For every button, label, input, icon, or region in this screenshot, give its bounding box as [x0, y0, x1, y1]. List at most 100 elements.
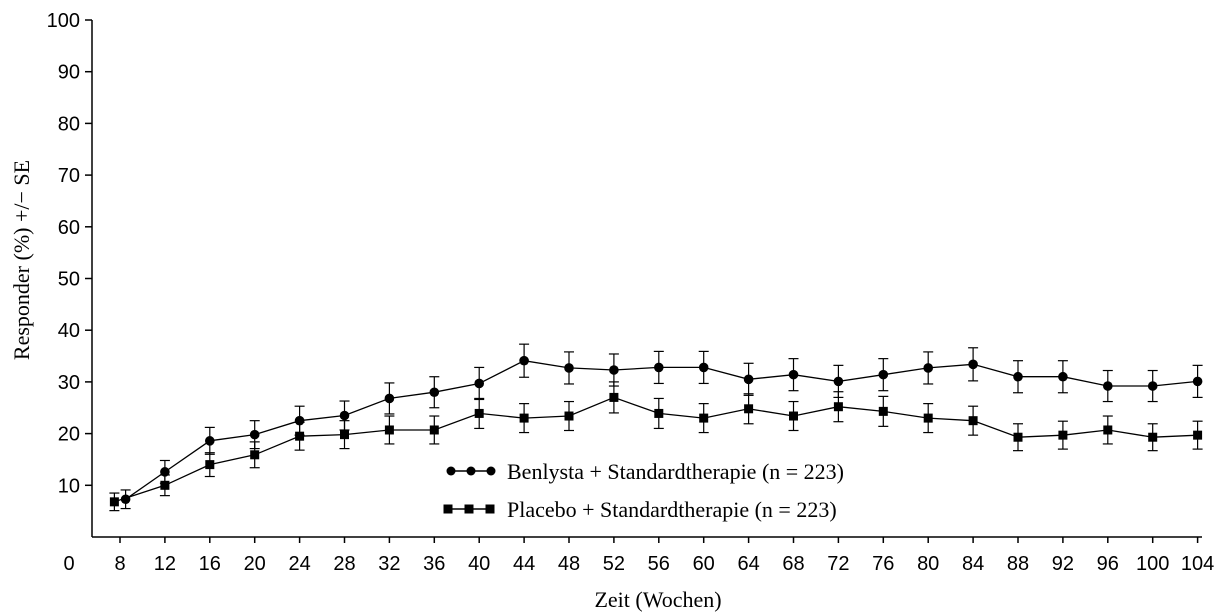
x-tick-label: 84	[962, 553, 984, 575]
data-point-circle	[833, 376, 844, 387]
data-point-square	[205, 460, 215, 470]
data-point-square	[1103, 425, 1113, 435]
data-point-square	[295, 431, 305, 441]
x-axis-title: Zeit (Wochen)	[594, 587, 721, 612]
legend-label-placebo: Placebo + Standardtherapie (n = 223)	[507, 497, 837, 522]
data-point-square	[340, 430, 349, 440]
legend-marker-circle	[466, 466, 476, 476]
data-point-square	[789, 411, 798, 421]
data-point-square	[519, 413, 529, 423]
legend-item-placebo: Placebo + Standardtherapie (n = 223)	[443, 497, 837, 522]
x-tick-label: 92	[1052, 553, 1074, 575]
legend-marker-circle	[446, 466, 456, 476]
x-tick-label: 60	[693, 553, 715, 575]
legend-item-benlysta: Benlysta + Standardtherapie (n = 223)	[446, 459, 844, 484]
x-tick-label: 0	[63, 553, 74, 575]
data-point-circle	[1147, 381, 1158, 391]
x-tick-label: 20	[244, 553, 266, 575]
x-tick-label: 80	[917, 553, 939, 575]
x-tick-label: 36	[423, 553, 445, 575]
y-tick-label: 30	[58, 372, 80, 394]
x-tick-label: 12	[154, 553, 176, 575]
data-point-square	[109, 497, 119, 507]
legend-marker-circle	[486, 466, 496, 476]
x-tick-label: 48	[558, 553, 580, 575]
data-point-square	[160, 480, 170, 490]
x-tick-label: 52	[603, 553, 625, 575]
y-tick-label: 60	[58, 217, 80, 239]
x-tick-label: 24	[288, 553, 310, 575]
x-tick-label: 28	[333, 553, 355, 575]
data-point-circle	[968, 359, 978, 370]
y-tick-label: 90	[58, 62, 80, 84]
data-point-square	[968, 416, 978, 426]
y-tick-label: 40	[58, 320, 80, 342]
data-point-circle	[564, 363, 574, 373]
x-tick-label: 16	[199, 553, 221, 575]
x-tick-label: 32	[378, 553, 400, 575]
y-tick-label: 100	[47, 10, 80, 32]
data-point-square	[923, 413, 933, 423]
data-point-circle	[1192, 376, 1203, 387]
x-tick-label: 100	[1136, 553, 1169, 575]
data-point-square	[878, 406, 888, 416]
x-tick-label: 40	[468, 553, 490, 575]
series-placebo	[109, 381, 1203, 512]
data-point-circle	[1058, 371, 1068, 382]
y-tick-label: 20	[58, 424, 80, 446]
series-layer	[109, 343, 1203, 512]
data-point-square	[474, 408, 484, 418]
data-point-square	[1193, 430, 1203, 440]
data-point-circle	[609, 365, 619, 375]
data-point-circle	[698, 362, 709, 373]
x-axis-ticks: 0 8 12 16 20 24 28 32 36 40 44 48 52 56 60 64 68 72 76 80 84…	[63, 537, 1214, 575]
legend-marker-square	[443, 504, 453, 514]
data-point-circle	[878, 369, 889, 380]
data-point-square	[1013, 432, 1023, 442]
x-tick-label: 104	[1181, 553, 1214, 575]
x-tick-label: 8	[114, 553, 125, 575]
y-tick-label: 10	[58, 475, 80, 497]
x-tick-label: 72	[827, 553, 849, 575]
data-point-square	[1148, 432, 1158, 442]
data-point-square	[564, 411, 574, 421]
data-point-circle	[923, 363, 933, 373]
data-point-square	[384, 425, 394, 435]
data-point-circle	[519, 355, 529, 366]
y-tick-label: 80	[58, 113, 80, 135]
x-tick-label: 56	[648, 553, 670, 575]
data-point-circle	[205, 436, 215, 446]
y-axis-ticks: 10 20 30 40 50 60 70 80 90 100	[47, 10, 92, 497]
data-point-circle	[294, 415, 305, 426]
y-axis-title: Responder (%) +/− SE	[9, 160, 34, 360]
y-tick-label: 50	[58, 269, 80, 291]
x-tick-label: 96	[1097, 553, 1119, 575]
data-point-square	[429, 425, 439, 435]
data-point-square	[699, 413, 709, 423]
legend-marker-square	[464, 504, 474, 514]
data-point-square	[744, 404, 754, 414]
data-point-circle	[474, 378, 485, 389]
data-point-circle	[429, 387, 440, 398]
x-tick-label: 64	[737, 553, 759, 575]
y-tick-label: 70	[58, 165, 80, 187]
legend-label-benlysta: Benlysta + Standardtherapie (n = 223)	[507, 459, 844, 484]
x-tick-label: 68	[782, 553, 804, 575]
legend: Benlysta + Standardtherapie (n = 223) Pl…	[443, 459, 844, 522]
data-point-square	[609, 392, 619, 402]
data-point-circle	[1013, 371, 1023, 382]
data-point-circle	[654, 362, 664, 373]
data-point-circle	[384, 393, 395, 404]
data-point-square	[654, 408, 664, 418]
data-point-circle	[249, 429, 260, 440]
data-point-circle	[788, 369, 799, 380]
legend-marker-square	[485, 504, 495, 514]
data-point-circle	[1103, 381, 1113, 391]
data-point-circle	[339, 410, 350, 421]
x-tick-label: 88	[1007, 553, 1029, 575]
x-tick-label: 76	[872, 553, 894, 575]
x-tick-label: 44	[513, 553, 535, 575]
data-point-circle	[743, 374, 754, 385]
series-benlysta	[120, 343, 1203, 510]
